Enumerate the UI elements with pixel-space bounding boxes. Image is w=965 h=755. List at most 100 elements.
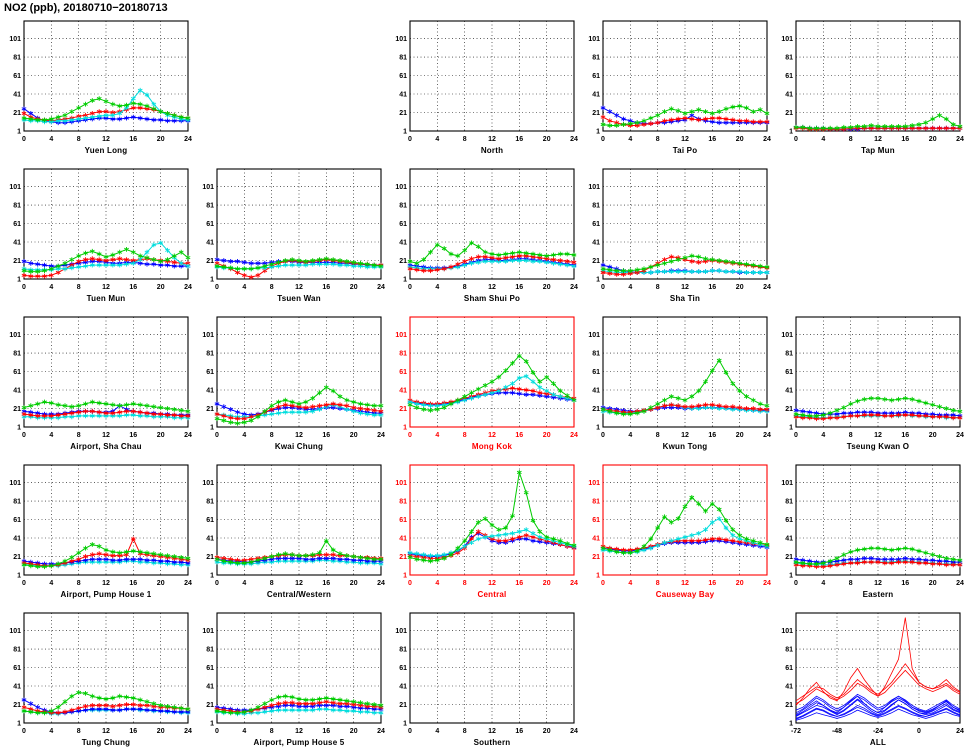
svg-text:24: 24	[956, 432, 964, 439]
grid-cell: 1 21 41 61 81 101 0 4 8 12 16 20 24 Central/Western	[193, 457, 386, 605]
svg-text:61: 61	[785, 369, 793, 376]
svg-text:12: 12	[681, 284, 689, 291]
svg-text:61: 61	[206, 665, 214, 672]
svg-text:8: 8	[77, 728, 81, 735]
svg-text:Tap Mun: Tap Mun	[861, 146, 895, 155]
svg-text:8: 8	[656, 580, 660, 587]
svg-text:24: 24	[377, 432, 385, 439]
svg-text:101: 101	[202, 332, 214, 339]
svg-text:61: 61	[13, 221, 21, 228]
svg-text:0: 0	[408, 728, 412, 735]
svg-text:41: 41	[592, 92, 600, 99]
svg-text:1: 1	[596, 573, 600, 580]
svg-text:1: 1	[596, 425, 600, 432]
chart-yuen-long: 1 21 41 61 81 101 0 4 8 12 16 20 24 Yuen Long	[9, 20, 192, 155]
svg-text:0: 0	[215, 728, 219, 735]
svg-text:101: 101	[9, 480, 21, 487]
svg-text:24: 24	[763, 136, 771, 143]
chart-tuen-mun: 1 21 41 61 81 101 0 4 8 12 16 20 24 Tuen Mun	[9, 168, 192, 303]
svg-text:Airport, Pump House 5: Airport, Pump House 5	[254, 738, 345, 747]
svg-text:101: 101	[9, 332, 21, 339]
svg-text:0: 0	[601, 284, 605, 291]
svg-text:81: 81	[206, 647, 214, 654]
svg-text:1: 1	[210, 573, 214, 580]
chart-southern: 1 21 41 61 81 101 0 4 8 12 16 20 24 Southern	[395, 612, 578, 747]
svg-text:16: 16	[708, 580, 716, 587]
chart-mong-kok: 1 21 41 61 81 101 0 4 8 12 16 20 24 Mong Kok	[395, 316, 578, 451]
svg-text:4: 4	[242, 432, 246, 439]
svg-text:12: 12	[102, 580, 110, 587]
svg-text:8: 8	[463, 136, 467, 143]
svg-text:0: 0	[601, 136, 605, 143]
svg-text:61: 61	[399, 517, 407, 524]
svg-text:8: 8	[656, 432, 660, 439]
svg-text:0: 0	[408, 580, 412, 587]
svg-text:61: 61	[592, 221, 600, 228]
svg-text:8: 8	[77, 136, 81, 143]
grid-cell: 1 21 41 61 81 101 0 4 8 12 16 20 24 Sham Shui Po	[386, 161, 579, 309]
svg-text:61: 61	[399, 221, 407, 228]
svg-text:12: 12	[295, 580, 303, 587]
svg-text:20: 20	[736, 284, 744, 291]
svg-text:21: 21	[592, 554, 600, 561]
grid-cell: 1 21 41 61 81 101 0 4 8 12 16 20 24 Tsuen Wan	[193, 161, 386, 309]
svg-text:41: 41	[785, 536, 793, 543]
chart-airport-sha-chau: 1 21 41 61 81 101 0 4 8 12 16 20 24 Airport, Sha Chau	[9, 316, 192, 451]
page-title: NO2 (ppb), 20180710−20180713	[4, 2, 168, 14]
svg-text:61: 61	[399, 369, 407, 376]
svg-text:16: 16	[708, 284, 716, 291]
svg-text:Tai Po: Tai Po	[673, 146, 698, 155]
svg-text:12: 12	[102, 284, 110, 291]
svg-text:21: 21	[592, 406, 600, 413]
svg-text:8: 8	[270, 580, 274, 587]
svg-text:-48: -48	[832, 728, 842, 735]
svg-text:20: 20	[736, 136, 744, 143]
svg-text:21: 21	[785, 110, 793, 117]
grid-cell: 1 21 41 61 81 101 0 4 8 12 16 20 24 Kwai Chung	[193, 309, 386, 457]
svg-text:1: 1	[17, 425, 21, 432]
svg-text:101: 101	[781, 332, 793, 339]
svg-text:4: 4	[49, 432, 53, 439]
chart-central: 1 21 41 61 81 101 0 4 8 12 16 20 24 Central	[395, 464, 578, 599]
svg-text:1: 1	[596, 277, 600, 284]
svg-text:Tsuen Wan: Tsuen Wan	[277, 294, 321, 303]
svg-text:0: 0	[794, 136, 798, 143]
grid-cell: 1 21 41 61 81 101 0 4 8 12 16 20 24 North	[386, 13, 579, 161]
svg-text:Causeway Bay: Causeway Bay	[656, 590, 715, 599]
svg-text:Sha Tin: Sha Tin	[670, 294, 700, 303]
svg-text:20: 20	[350, 728, 358, 735]
svg-text:20: 20	[543, 136, 551, 143]
svg-text:1: 1	[403, 573, 407, 580]
svg-text:20: 20	[543, 284, 551, 291]
svg-text:24: 24	[377, 284, 385, 291]
svg-text:Airport, Sha Chau: Airport, Sha Chau	[70, 442, 141, 451]
svg-text:8: 8	[463, 284, 467, 291]
svg-text:81: 81	[399, 647, 407, 654]
svg-text:41: 41	[13, 536, 21, 543]
svg-text:4: 4	[628, 136, 632, 143]
svg-text:Central/Western: Central/Western	[267, 590, 331, 599]
svg-text:24: 24	[570, 432, 578, 439]
svg-text:61: 61	[592, 369, 600, 376]
grid-cell: 1 21 41 61 81 101 0 4 8 12 16 20 24 Southern	[386, 605, 579, 753]
svg-text:0: 0	[22, 728, 26, 735]
chart-tap-mun: 1 21 41 61 81 101 0 4 8 12 16 20 24 Tap Mun	[781, 20, 964, 155]
svg-text:21: 21	[13, 554, 21, 561]
svg-text:101: 101	[395, 480, 407, 487]
grid-cell: 1 21 41 61 81 101 0 4 8 12 16 20 24 Eastern	[772, 457, 965, 605]
svg-text:1: 1	[210, 277, 214, 284]
svg-text:16: 16	[515, 432, 523, 439]
svg-text:101: 101	[395, 184, 407, 191]
svg-text:21: 21	[13, 702, 21, 709]
svg-text:61: 61	[13, 517, 21, 524]
svg-text:21: 21	[399, 702, 407, 709]
svg-text:81: 81	[399, 499, 407, 506]
svg-text:21: 21	[206, 702, 214, 709]
svg-text:81: 81	[13, 55, 21, 62]
svg-text:Tung Chung: Tung Chung	[82, 738, 131, 747]
svg-text:12: 12	[295, 432, 303, 439]
svg-text:61: 61	[592, 73, 600, 80]
svg-text:24: 24	[377, 728, 385, 735]
svg-text:41: 41	[13, 240, 21, 247]
svg-text:-24: -24	[873, 728, 883, 735]
